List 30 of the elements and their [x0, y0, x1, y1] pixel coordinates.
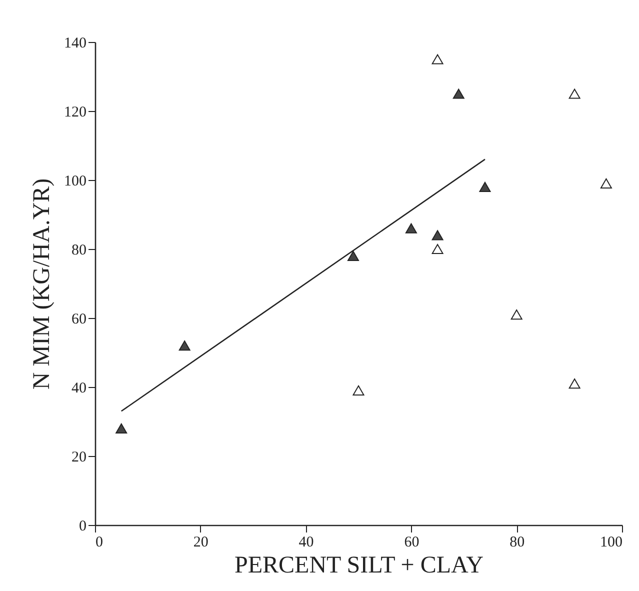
point	[352, 385, 364, 396]
point	[116, 423, 128, 434]
y-tick-label: 80	[72, 242, 86, 258]
point	[432, 244, 444, 254]
x-axis-title: PERCENT SILT + CLAY	[234, 552, 484, 578]
point	[510, 310, 522, 320]
y-tick-label: 20	[72, 450, 86, 466]
y-tick-label: 120	[64, 104, 86, 120]
x-tick-label: 100	[600, 534, 622, 550]
point	[479, 182, 491, 192]
y-axis-title: N MIM (KG/HA.YR)	[29, 178, 55, 390]
point	[178, 340, 190, 351]
point	[432, 54, 444, 64]
x-tick-label: 60	[404, 534, 420, 550]
x-tick-label: 40	[298, 534, 314, 550]
point	[432, 230, 444, 240]
point	[405, 223, 417, 234]
x-tick-label: 80	[510, 534, 525, 550]
point	[452, 88, 464, 99]
x-tick-label: 0	[96, 534, 103, 550]
point	[600, 178, 612, 188]
x-tick-label: 20	[193, 534, 208, 550]
y-tick-label: 40	[72, 380, 86, 396]
y-tick-label: 100	[64, 174, 86, 190]
y-tick-label: 60	[72, 312, 86, 328]
y-tick-label: 140	[64, 36, 86, 52]
point	[347, 250, 359, 261]
point	[568, 88, 580, 99]
point	[568, 378, 580, 389]
y-tick-label: 0	[79, 518, 86, 534]
